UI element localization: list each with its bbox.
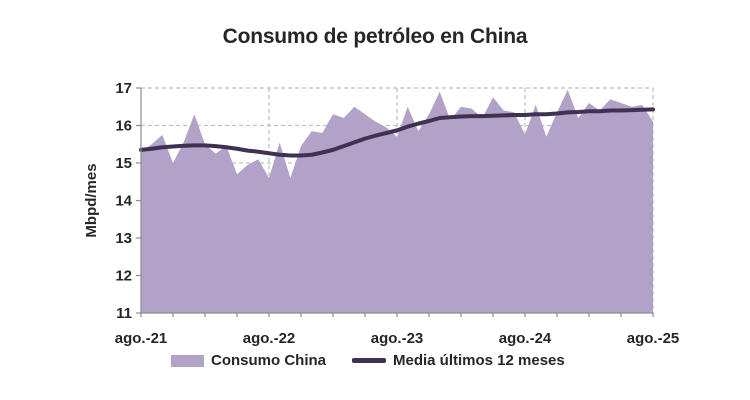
x-tick-label: ago.-24 — [499, 330, 552, 347]
x-tick-label: ago.-22 — [243, 330, 296, 347]
y-tick-label: 17 — [115, 80, 132, 97]
x-tick-label: ago.-21 — [115, 330, 168, 347]
y-tick-label: 16 — [115, 118, 132, 135]
chart-legend: Consumo China Media últimos 12 meses — [171, 352, 565, 369]
media-12m-line — [139, 107, 655, 158]
consumo-china-label: Consumo China — [211, 352, 326, 369]
y-tick-label: 13 — [115, 230, 132, 247]
x-tick-label: ago.-23 — [371, 330, 424, 347]
consumo-china-area — [141, 89, 653, 313]
media-12m-label: Media últimos 12 meses — [393, 352, 565, 369]
y-axis-title: Mbpd/mes — [83, 163, 100, 237]
y-tick-label: 11 — [116, 305, 132, 322]
consumo-china-swatch — [171, 354, 204, 367]
y-tick-label: 14 — [115, 193, 132, 210]
y-tick-label: 12 — [115, 268, 132, 285]
chart-title: Consumo de petróleo en China — [222, 25, 528, 48]
media-line-swatch — [352, 358, 386, 363]
x-tick-label: ago.-25 — [627, 330, 680, 347]
y-tick-label: 15 — [115, 155, 132, 172]
